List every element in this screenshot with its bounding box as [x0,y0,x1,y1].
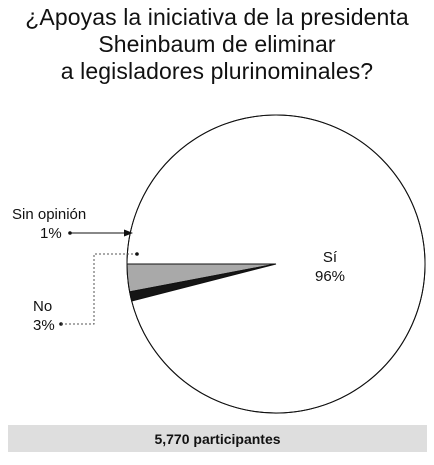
slice-label-si: Sí [323,249,338,266]
sin-opinion-leader-arrow [68,229,133,237]
participants-bar: 5,770 participantes [8,425,427,452]
slice-value-si: 96% [315,268,345,285]
slice-value-no: 3% [33,317,55,334]
title-line-1: ¿Apoyas la iniciativa de la presidenta [25,4,409,30]
title-line-3: a legisladores plurinominales? [60,58,374,84]
title-line-2: Sheinbaum de eliminar [98,31,336,57]
slice-value-sin-opinion: 1% [40,225,62,242]
slice-label-no: No [33,298,52,315]
no-leader-line [59,252,139,326]
pie-outline [126,114,426,414]
slice-label-sin-opinion: Sin opinión [12,206,86,223]
chart-title: ¿Apoyas la iniciativa de la presidenta S… [0,4,434,85]
pie-slice-s- [126,114,426,414]
participants-count: 5,770 participantes [154,430,281,447]
pie-chart: Sí 96% Sin opinión 1% No 3% [12,114,426,414]
pie-slices [126,114,426,414]
